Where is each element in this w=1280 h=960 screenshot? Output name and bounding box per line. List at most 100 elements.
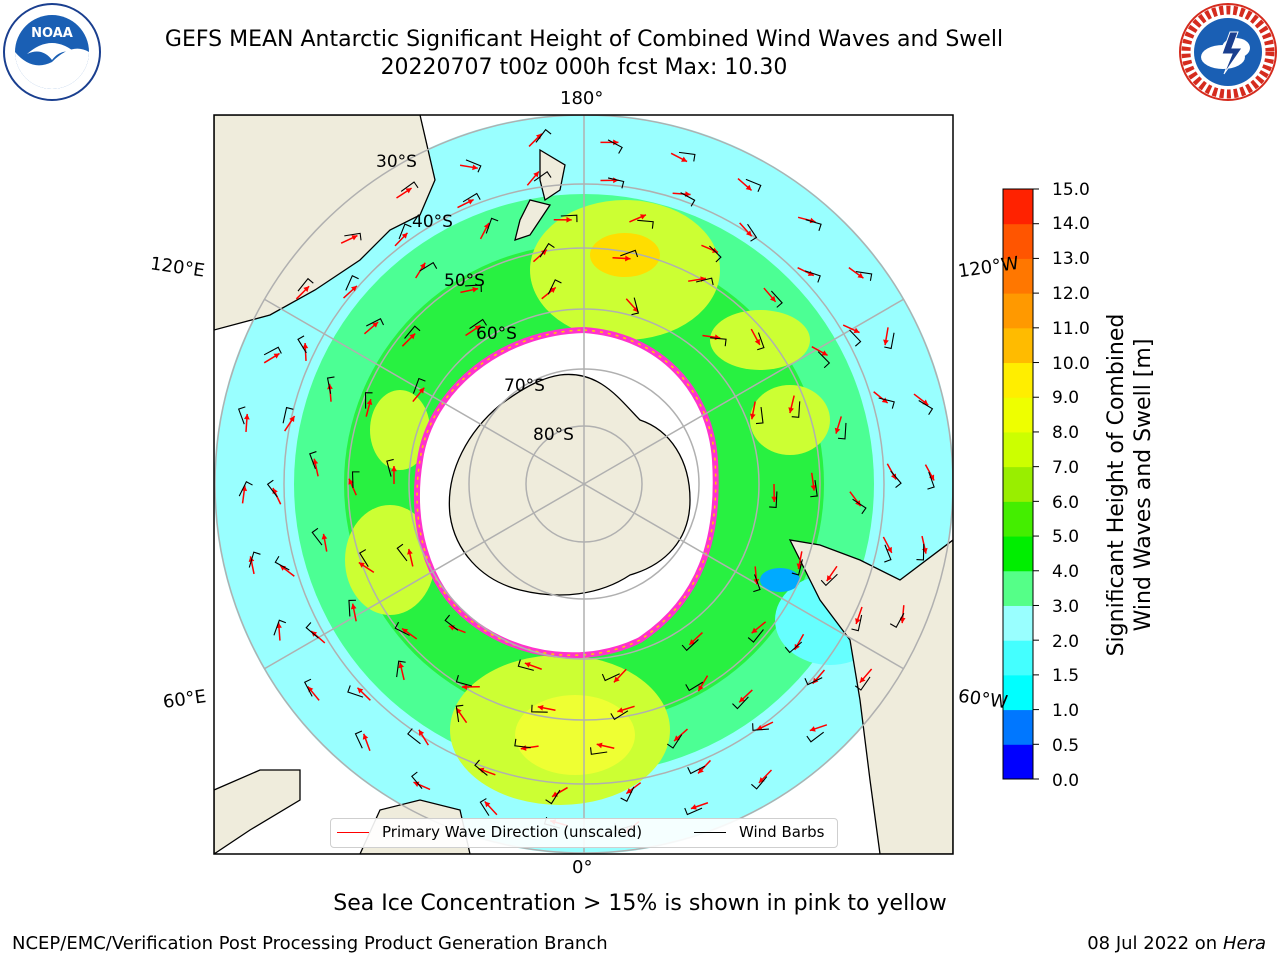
- wind-barb: [610, 710, 629, 721]
- wind-barb: [545, 789, 561, 805]
- wave-arrowhead: [771, 496, 778, 502]
- noaa-logo: NOAA: [3, 3, 101, 101]
- colorbar-tick: 13.0: [1052, 249, 1090, 269]
- chart-title: GEFS MEAN Antarctic Significant Height o…: [164, 27, 1004, 52]
- wave-arrowhead: [540, 249, 547, 256]
- wind-barb: [535, 128, 552, 143]
- wind-barb: [412, 377, 426, 394]
- wave-arrowhead: [881, 397, 888, 404]
- wave-arrowhead: [312, 458, 319, 465]
- wave-arrowhead: [407, 548, 413, 555]
- footer-credit: NCEP/EMC/Verification Post Processing Pr…: [12, 933, 608, 954]
- colorbar-segment: [1003, 431, 1033, 468]
- wave-arrowhead: [409, 333, 416, 340]
- wave-arrowhead: [484, 801, 491, 808]
- wind-barb: [514, 738, 531, 749]
- lat-label-40s: 40°S: [412, 212, 453, 232]
- wind-barb: [517, 659, 534, 671]
- wave-arrowhead: [788, 407, 794, 414]
- new-zealand-south: [514, 199, 552, 241]
- wind-barb: [681, 639, 699, 652]
- wind-barb: [348, 599, 356, 617]
- colorbar-tick: 8.0: [1052, 423, 1080, 443]
- wind-barb: [854, 676, 871, 691]
- wave-arrowhead: [483, 222, 489, 229]
- wind-barb: [620, 786, 635, 803]
- lon-label-0: 0°: [572, 857, 593, 878]
- wave-arrowhead: [613, 676, 620, 683]
- colorbar-label-line2: Wind Waves and Swell [m]: [1131, 338, 1156, 632]
- wave-arrowhead: [929, 474, 935, 481]
- wind-barb: [889, 612, 905, 629]
- wind-barb: [791, 401, 801, 418]
- colorbar-segment: [1003, 327, 1033, 364]
- wind-barb: [745, 178, 762, 192]
- wind-barb: [770, 290, 783, 308]
- map-area: [214, 115, 953, 854]
- lat-label-50s: 50°S: [444, 271, 485, 291]
- wind-barb: [419, 261, 438, 272]
- wind-barb: [485, 217, 499, 234]
- lon-label-180: 180°: [560, 88, 604, 109]
- colorbar-tick: 1.5: [1052, 666, 1080, 686]
- colorbar-tick: 11.0: [1052, 319, 1090, 339]
- wind-barb: [311, 527, 323, 546]
- graticule: [214, 115, 953, 854]
- wind-barb: [916, 543, 925, 561]
- wind-barb: [878, 397, 895, 409]
- lat-label-60s: 60°S: [476, 324, 517, 344]
- colorbar-segment: [1003, 258, 1033, 294]
- wind-barb: [747, 629, 764, 643]
- nws-logo: [1179, 3, 1277, 101]
- wind-barb: [810, 480, 818, 498]
- wave-arrowhead: [625, 255, 631, 262]
- legend-barb-line: [694, 832, 726, 833]
- colorbar-tick: 6.0: [1052, 493, 1080, 513]
- wind-barb: [266, 479, 278, 498]
- wind-barb: [263, 346, 282, 356]
- wave-arrowhead: [535, 133, 542, 140]
- wind-barb: [297, 277, 314, 292]
- wave-arrowhead: [834, 427, 841, 434]
- wind-barb: [282, 406, 294, 424]
- wind-barb: [678, 151, 696, 162]
- wind-barb: [344, 232, 362, 241]
- colorbar-tick: 12.0: [1052, 284, 1090, 304]
- wind-barb: [394, 621, 410, 636]
- wind-barb: [455, 674, 473, 687]
- wave-arrowhead: [398, 662, 404, 669]
- footer-machine: Hera: [1222, 933, 1266, 954]
- wind-barb: [752, 723, 769, 731]
- wave-arrowhead: [745, 184, 752, 191]
- wind-barb: [238, 481, 253, 497]
- wind-barb: [560, 214, 578, 223]
- colorbar-label-line1: Significant Height of Combined: [1104, 313, 1129, 657]
- wave-arrowhead: [472, 164, 478, 171]
- wave-arrowhead: [810, 485, 817, 491]
- wave-arrowhead: [402, 628, 409, 634]
- wave-arrowhead: [391, 466, 397, 472]
- legend-barb-label: Wind Barbs: [739, 823, 825, 841]
- wind-barb: [531, 704, 548, 713]
- wind-barb: [326, 376, 335, 394]
- wind-barb: [757, 332, 765, 351]
- colorbar-segment: [1003, 466, 1033, 502]
- wave-arrowhead: [533, 171, 539, 178]
- africa-tip: [214, 769, 301, 854]
- wind-barb: [358, 549, 369, 567]
- wave-arrowhead: [537, 704, 544, 711]
- wave-arrowhead: [524, 662, 531, 668]
- wave-arrowhead: [857, 272, 864, 279]
- wind-barb: [751, 776, 768, 790]
- wave-arrowhead: [351, 285, 357, 292]
- colorbar-tick: 3.0: [1052, 597, 1080, 617]
- wave-arrowhead: [739, 696, 746, 703]
- wind-barb: [851, 614, 863, 632]
- lat-label-70s: 70°S: [504, 376, 545, 396]
- map-legend: Primary Wave Direction (unscaled) Wind B…: [330, 818, 838, 848]
- wave-arrowhead: [302, 342, 309, 349]
- wind-barb: [817, 351, 831, 369]
- wave-arrowhead: [698, 685, 704, 692]
- wind-barb: [354, 730, 363, 749]
- wind-barb: [590, 747, 608, 755]
